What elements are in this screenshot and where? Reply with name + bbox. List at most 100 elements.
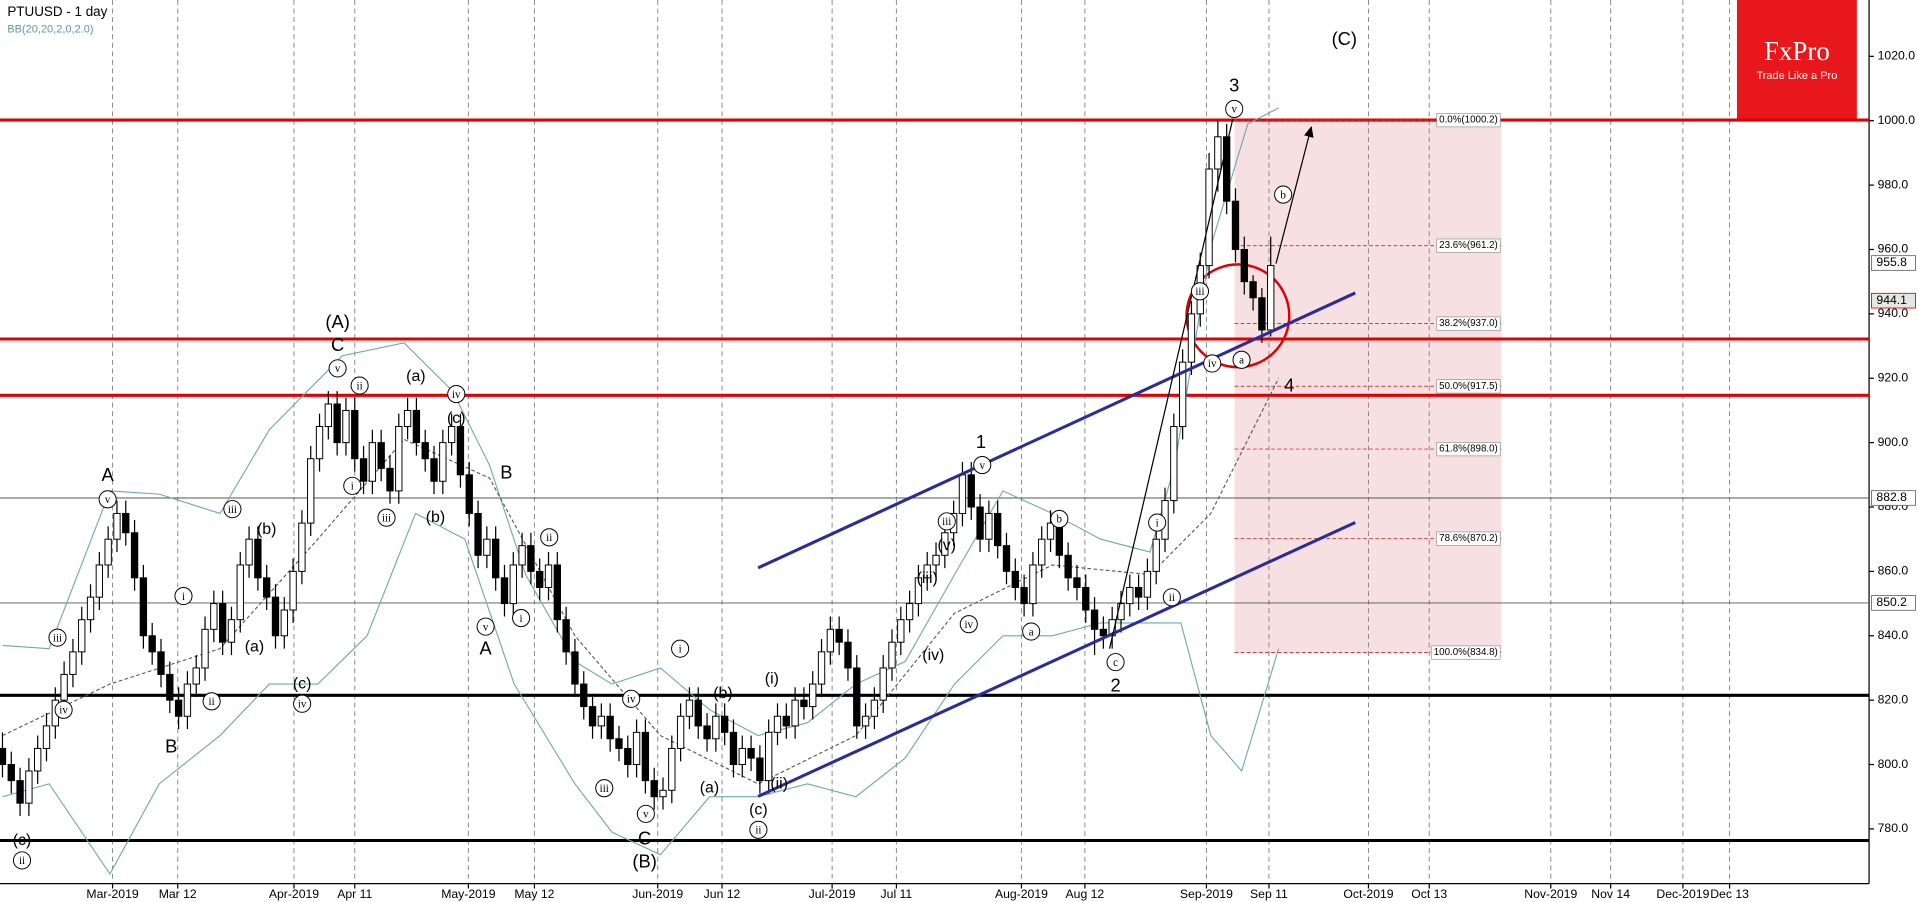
candle-body <box>368 442 377 482</box>
candle-body <box>738 747 746 766</box>
x-tick-label: Oct 13 <box>1411 887 1447 901</box>
wave-label: iv <box>452 389 461 401</box>
y-tick-label: 800.0 <box>1878 757 1909 771</box>
wave-label: iii <box>53 632 62 644</box>
x-tick-label: Dec-2019 <box>1656 887 1709 901</box>
candle-body <box>439 442 447 482</box>
x-tick-label: Oct-2019 <box>1343 887 1393 901</box>
candle-body <box>958 474 967 514</box>
candle-body <box>826 628 835 653</box>
annotation-circle <box>476 617 495 636</box>
logo-tagline: Trade Like a Pro <box>1756 70 1837 82</box>
candle-body <box>25 770 33 804</box>
candle-body <box>1099 628 1108 637</box>
candle-body <box>861 715 870 727</box>
candle-body <box>386 467 394 492</box>
candle-body <box>976 506 984 540</box>
candle-body <box>500 577 509 605</box>
wave-label: (a) <box>700 779 719 796</box>
candle-body <box>1011 570 1019 588</box>
wave-label: i <box>520 613 523 625</box>
annotation-circle <box>293 694 312 713</box>
wave-label: (b) <box>426 509 445 526</box>
candle-body <box>1143 570 1152 598</box>
candle-body <box>95 564 104 598</box>
candle-body <box>342 409 350 444</box>
annotation-circle <box>937 512 956 531</box>
candle-body <box>879 667 887 701</box>
annotation-circle <box>671 639 690 658</box>
candle-body <box>104 538 112 566</box>
candle-body <box>1002 545 1011 572</box>
x-tick-label: Mar-2019 <box>86 887 138 901</box>
wave-label: 2 <box>1110 674 1120 695</box>
price-label-box <box>1871 490 1916 506</box>
price-label: 850.2 <box>1876 595 1907 609</box>
wave-label: (b) <box>713 685 732 702</box>
candle-body <box>544 564 553 588</box>
candle-body <box>932 554 940 566</box>
candle-body <box>298 522 306 572</box>
x-tick-label: Mar 12 <box>159 887 197 901</box>
wave-label: (b) <box>257 521 276 538</box>
candle-body <box>632 731 641 766</box>
wave-label: (ii) <box>770 776 788 793</box>
price-label-box <box>1871 595 1916 611</box>
wave-label: (a) <box>245 639 264 656</box>
annotation-circle <box>959 615 978 634</box>
fib-label: 0.0%(1000.2) <box>1439 115 1498 126</box>
candle-body <box>1134 586 1143 598</box>
wave-label: (c) <box>749 801 768 818</box>
candle-body <box>571 651 579 685</box>
x-tick-label: Jun 12 <box>704 887 741 901</box>
x-tick-label: Aug-2019 <box>995 887 1048 901</box>
x-tick-label: May 12 <box>514 887 554 901</box>
annotation-circle <box>223 500 242 519</box>
candle-body <box>430 458 438 482</box>
wave-label: (a) <box>406 368 425 385</box>
candle-body <box>7 764 15 782</box>
candle-body <box>1020 586 1028 605</box>
candle-body <box>897 619 905 643</box>
wave-label: (iv) <box>922 647 944 664</box>
arrow-line <box>1108 118 1234 649</box>
candle-body <box>1152 538 1160 572</box>
candle-body <box>685 699 694 717</box>
x-tick-label: Aug 12 <box>1066 887 1105 901</box>
y-tick-label: 780.0 <box>1878 821 1909 835</box>
candle-body <box>791 699 799 727</box>
wave-label: iv <box>59 705 68 717</box>
annotation-circle <box>54 700 73 719</box>
candle-body <box>86 596 95 621</box>
x-tick-label: Nov-2019 <box>1524 887 1577 901</box>
candle-body <box>985 512 993 540</box>
wave-label: ii <box>546 532 552 544</box>
candle-body <box>668 747 676 791</box>
annotation-circle <box>12 851 32 870</box>
wave-label: C <box>638 827 651 848</box>
candle-body <box>773 715 782 733</box>
wave-label: i <box>679 643 682 655</box>
annotation-circle <box>1050 509 1069 528</box>
candle-body <box>227 619 236 643</box>
wave-label: 4 <box>1284 375 1294 396</box>
candle-body <box>174 699 183 717</box>
wave-label: (i) <box>765 670 779 687</box>
candle-body <box>60 673 68 701</box>
candle-body <box>377 442 385 469</box>
candle-body <box>606 715 614 740</box>
candle-body <box>782 715 790 727</box>
candle-body <box>1170 426 1178 502</box>
wave-label: iv <box>627 694 636 706</box>
logo-name: FxPro <box>1764 36 1830 66</box>
candle-body <box>78 619 86 653</box>
candle-body <box>263 577 271 598</box>
candle-body <box>747 747 755 759</box>
wave-label: ii <box>755 825 761 837</box>
wave-label: (iii) <box>917 570 938 587</box>
wave-label: v <box>643 809 649 821</box>
wave-label: c <box>1113 657 1118 669</box>
candle-body <box>324 403 333 428</box>
